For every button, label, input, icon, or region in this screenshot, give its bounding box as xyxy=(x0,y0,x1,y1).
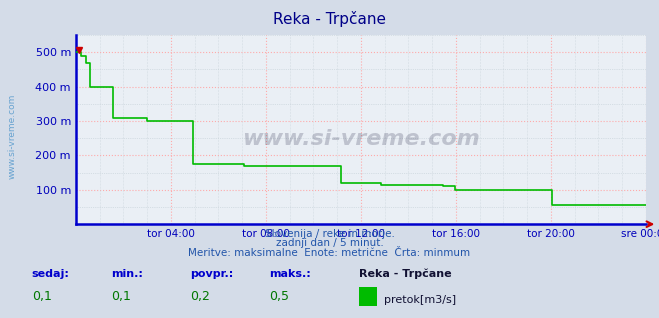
Text: min.:: min.: xyxy=(111,269,142,279)
Text: www.si-vreme.com: www.si-vreme.com xyxy=(242,129,480,149)
Text: povpr.:: povpr.: xyxy=(190,269,233,279)
Text: 0,2: 0,2 xyxy=(190,290,210,302)
Text: Meritve: maksimalne  Enote: metrične  Črta: minmum: Meritve: maksimalne Enote: metrične Črta… xyxy=(188,248,471,258)
Text: sedaj:: sedaj: xyxy=(32,269,69,279)
Text: maks.:: maks.: xyxy=(269,269,310,279)
Text: Reka - Trpčane: Reka - Trpčane xyxy=(273,11,386,27)
Text: Slovenija / reke in morje.: Slovenija / reke in morje. xyxy=(264,229,395,239)
Text: pretok[m3/s]: pretok[m3/s] xyxy=(384,294,455,305)
Text: 0,1: 0,1 xyxy=(32,290,51,302)
Text: 0,5: 0,5 xyxy=(269,290,289,302)
Text: zadnji dan / 5 minut.: zadnji dan / 5 minut. xyxy=(275,238,384,248)
Text: Reka - Trpčane: Reka - Trpčane xyxy=(359,268,452,279)
Text: 0,1: 0,1 xyxy=(111,290,130,302)
Text: www.si-vreme.com: www.si-vreme.com xyxy=(7,94,16,179)
